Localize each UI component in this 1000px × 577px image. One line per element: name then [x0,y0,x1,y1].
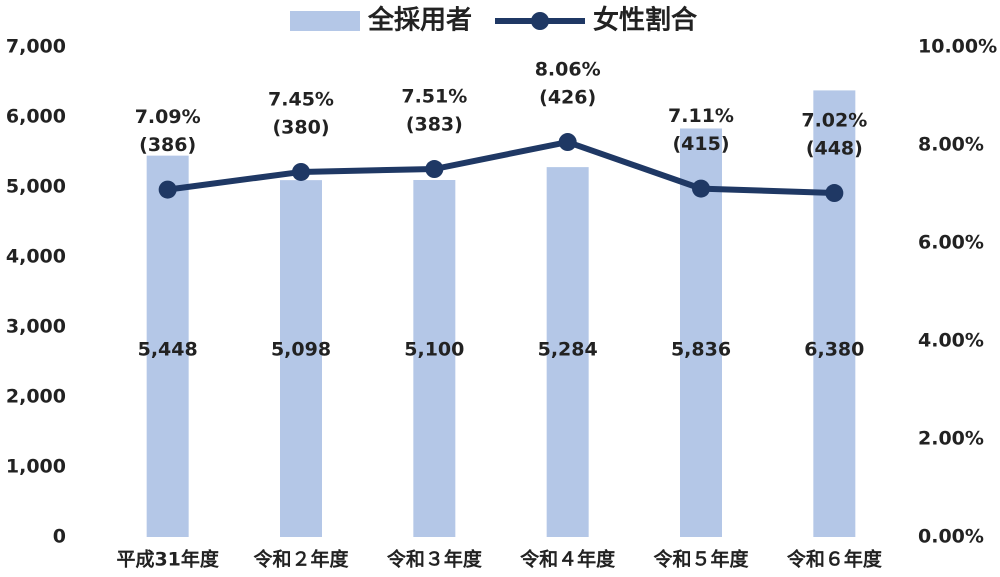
line-marker [825,184,844,203]
x-tick-label: 令和６年度 [787,548,883,571]
line-count-label: (448) [806,138,863,160]
line-count-label: (386) [139,134,196,156]
y2-tick-label: 8.00% [918,134,984,156]
line-value-label: 7.02% [801,110,867,132]
x-tick-label: 令和５年度 [653,548,749,571]
y2-tick-label: 4.00% [918,330,984,352]
y2-tick-label: 0.00% [918,526,984,548]
bar-value-label: 5,100 [404,339,464,361]
line-count-label: (426) [539,87,596,109]
line-count-label: (380) [272,116,329,138]
line-value-label: 7.09% [135,106,201,128]
y2-tick-label: 6.00% [918,232,984,254]
bar [546,167,589,537]
bar-value-label: 6,380 [804,339,864,361]
legend-swatch-marker [531,12,549,30]
line-count-label: (415) [672,133,729,155]
y-tick-label: 7,000 [6,36,66,58]
line-value-label: 7.51% [401,86,467,108]
line-marker [425,160,444,179]
y-tick-label: 5,000 [6,176,66,198]
bar [146,155,189,537]
line [167,138,835,197]
y-tick-label: 6,000 [6,106,66,128]
y-tick-label: 3,000 [6,316,66,338]
line-marker [692,179,710,198]
x-tick-label: 令和２年度 [253,548,349,571]
line-marker [292,162,310,181]
x-tick-label: 平成31年度 [116,548,219,571]
bar-value-label: 5,448 [138,339,198,361]
y-tick-label: 0 [53,526,66,548]
line-value-label: 7.45% [268,88,334,110]
line-marker [158,180,177,199]
legend-swatch [290,11,360,31]
line-value-label: 7.11% [668,105,734,127]
y-tick-label: 1,000 [6,456,66,478]
bar-value-label: 5,284 [538,339,598,361]
y2-tick-label: 2.00% [918,428,984,450]
bar-value-label: 5,098 [271,339,331,361]
bar [813,90,856,538]
y-tick-label: 2,000 [6,386,66,408]
x-tick-label: 令和３年度 [387,548,483,571]
y2-tick-label: 10.00% [918,36,997,58]
line-marker [558,133,577,152]
bar [280,180,322,537]
legend-label: 女性割合 [593,5,698,36]
x-tick-label: 令和４年度 [520,548,616,571]
bar-value-label: 5,836 [671,339,731,361]
y-tick-label: 4,000 [6,246,66,268]
legend-label: 全採用者 [367,5,472,36]
line-count-label: (383) [406,114,463,136]
line-value-label: 8.06% [535,59,601,81]
bar [413,180,456,537]
